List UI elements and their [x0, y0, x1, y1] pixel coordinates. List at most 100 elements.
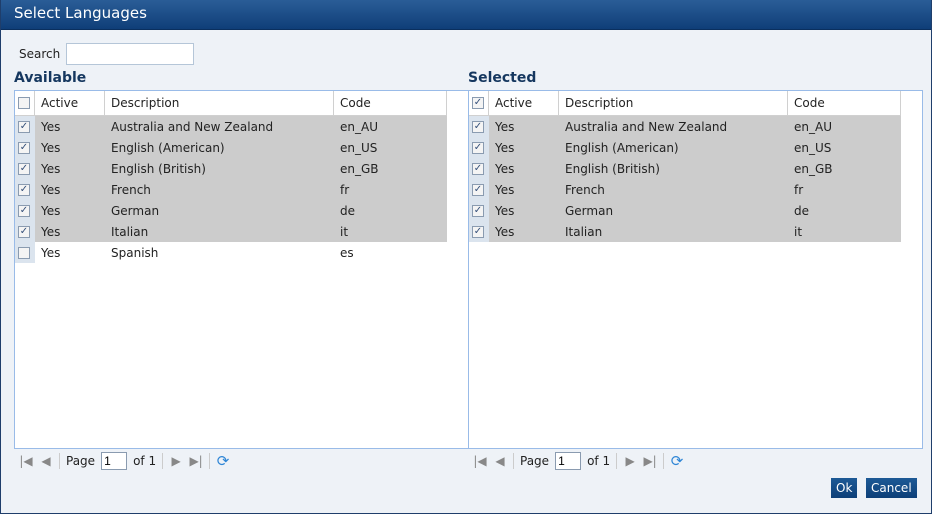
- search-area: Search: [19, 43, 195, 65]
- ok-button[interactable]: Ok: [831, 478, 858, 498]
- first-page-icon[interactable]: |◀: [473, 454, 487, 468]
- cell-active: Yes: [41, 224, 61, 239]
- search-input[interactable]: [66, 43, 195, 65]
- next-page-icon[interactable]: ▶: [625, 454, 635, 468]
- cell-description: English (British): [111, 161, 206, 176]
- cell-code: fr: [794, 182, 804, 197]
- cell-code: en_GB: [340, 161, 379, 176]
- prev-page-icon[interactable]: ◀: [495, 454, 505, 468]
- cell-active: Yes: [41, 119, 61, 134]
- select-all-checkbox[interactable]: [15, 91, 35, 115]
- cell-description: German: [111, 203, 160, 218]
- cancel-button[interactable]: Cancel: [866, 478, 917, 498]
- checkbox-icon: [18, 246, 30, 259]
- checkbox-icon: ✓: [472, 120, 484, 133]
- column-header[interactable]: Code: [788, 91, 901, 115]
- column-header[interactable]: Description: [105, 91, 334, 115]
- table-row[interactable]: ✓ Yes German de: [469, 200, 901, 221]
- cell-description: Italian: [565, 224, 603, 239]
- cell-active: Yes: [495, 161, 515, 176]
- checkbox-icon: [18, 97, 30, 109]
- cell-code: de: [794, 203, 809, 218]
- row-checkbox[interactable]: ✓: [15, 179, 35, 200]
- cell-description: English (American): [565, 140, 679, 155]
- cell-active: Yes: [495, 182, 515, 197]
- checkbox-icon: ✓: [472, 141, 484, 154]
- cell-active: Yes: [41, 161, 61, 176]
- cell-active: Yes: [495, 224, 515, 239]
- table-row[interactable]: ✓ Yes Italian it: [469, 221, 901, 242]
- cell-description: Spanish: [111, 245, 159, 260]
- cell-description: Italian: [111, 224, 149, 239]
- first-page-icon[interactable]: |◀: [19, 454, 33, 468]
- row-checkbox[interactable]: [15, 242, 35, 263]
- row-checkbox[interactable]: ✓: [15, 221, 35, 242]
- table-row[interactable]: ✓ Yes French fr: [15, 179, 447, 200]
- checkbox-icon: ✓: [472, 204, 484, 217]
- row-checkbox[interactable]: ✓: [469, 221, 489, 242]
- cell-description: French: [111, 182, 151, 197]
- last-page-icon[interactable]: ▶|: [643, 454, 657, 468]
- select-all-checkbox[interactable]: ✓: [469, 91, 489, 115]
- cell-description: Australia and New Zealand: [111, 119, 274, 134]
- cell-code: en_AU: [340, 119, 378, 134]
- refresh-icon[interactable]: ⟳: [670, 452, 684, 470]
- page-input[interactable]: [555, 452, 582, 470]
- checkbox-icon: ✓: [472, 183, 484, 196]
- available-heading: Available: [14, 70, 87, 86]
- checkbox-icon: ✓: [472, 162, 484, 175]
- cell-active: Yes: [495, 119, 515, 134]
- selected-heading: Selected: [468, 70, 537, 86]
- dialog-title: Select Languages: [1, 0, 931, 30]
- row-checkbox[interactable]: ✓: [469, 116, 489, 137]
- cell-description: German: [565, 203, 614, 218]
- column-header[interactable]: Active: [35, 91, 105, 115]
- page-count: of 1: [133, 454, 157, 468]
- cell-description: Australia and New Zealand: [565, 119, 728, 134]
- column-header[interactable]: Description: [559, 91, 788, 115]
- cell-code: en_GB: [794, 161, 833, 176]
- table-row[interactable]: ✓ Yes French fr: [469, 179, 901, 200]
- checkbox-icon: ✓: [18, 120, 30, 133]
- page-input[interactable]: [101, 452, 128, 470]
- next-page-icon[interactable]: ▶: [171, 454, 181, 468]
- cell-code: en_US: [340, 140, 378, 155]
- selected-grid: ✓ Active Description Code ✓ Yes Australia a…: [468, 90, 923, 449]
- row-checkbox[interactable]: ✓: [15, 116, 35, 137]
- cell-description: French: [565, 182, 605, 197]
- checkbox-icon: ✓: [18, 204, 30, 217]
- table-row[interactable]: ✓ Yes English (British) en_GB: [469, 158, 901, 179]
- prev-page-icon[interactable]: ◀: [41, 454, 51, 468]
- row-checkbox[interactable]: ✓: [469, 200, 489, 221]
- cell-code: en_AU: [794, 119, 832, 134]
- table-row[interactable]: ✓ Yes Australia and New Zealand en_AU: [469, 116, 901, 137]
- table-row[interactable]: ✓ Yes English (American) en_US: [469, 137, 901, 158]
- table-row[interactable]: ✓ Yes English (American) en_US: [15, 137, 447, 158]
- row-checkbox[interactable]: ✓: [469, 179, 489, 200]
- grid-header: Active Description Code: [15, 91, 447, 116]
- page-count: of 1: [587, 454, 611, 468]
- column-header[interactable]: Code: [334, 91, 447, 115]
- cell-code: it: [340, 224, 349, 239]
- table-row[interactable]: Yes Spanish es: [15, 242, 447, 263]
- cell-active: Yes: [495, 140, 515, 155]
- table-row[interactable]: ✓ Yes German de: [15, 200, 447, 221]
- cell-active: Yes: [495, 203, 515, 218]
- available-pager: |◀ ◀ Page of 1 ▶ ▶| ⟳: [19, 452, 230, 470]
- refresh-icon[interactable]: ⟳: [216, 452, 230, 470]
- last-page-icon[interactable]: ▶|: [189, 454, 203, 468]
- row-checkbox[interactable]: ✓: [15, 137, 35, 158]
- cell-code: fr: [340, 182, 350, 197]
- table-row[interactable]: ✓ Yes English (British) en_GB: [15, 158, 447, 179]
- selected-pager: |◀ ◀ Page of 1 ▶ ▶| ⟳: [473, 452, 684, 470]
- cell-code: de: [340, 203, 355, 218]
- table-row[interactable]: ✓ Yes Australia and New Zealand en_AU: [15, 116, 447, 137]
- row-checkbox[interactable]: ✓: [15, 200, 35, 221]
- column-header[interactable]: Active: [489, 91, 559, 115]
- row-checkbox[interactable]: ✓: [469, 158, 489, 179]
- row-checkbox[interactable]: ✓: [469, 137, 489, 158]
- table-row[interactable]: ✓ Yes Italian it: [15, 221, 447, 242]
- cell-description: English (American): [111, 140, 225, 155]
- row-checkbox[interactable]: ✓: [15, 158, 35, 179]
